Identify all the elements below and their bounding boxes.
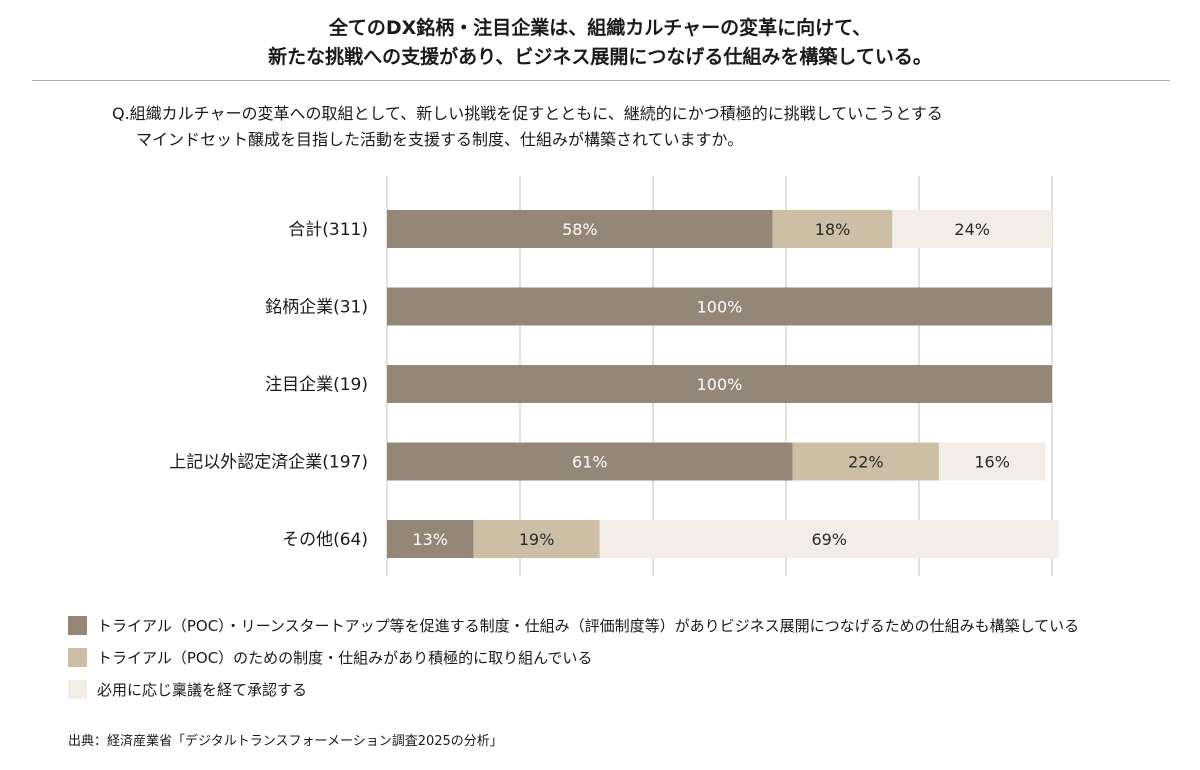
legend-swatch-1 [68, 615, 87, 635]
legend-label-2: トライアル（POC）のための制度・仕組みがあり積極的に取り組んでいる [97, 648, 593, 667]
legend-swatch-2 [68, 647, 87, 667]
category-label: 注目企業(19) [265, 375, 368, 395]
data-label: 19% [519, 530, 555, 549]
bar-segment [387, 365, 1052, 403]
data-label: 100% [697, 298, 743, 317]
bar-segment [772, 210, 893, 248]
legend-label-3: 必用に応じ稟議を経て承認する [97, 680, 308, 699]
legend-item-3: 必用に応じ稟議を経て承認する [68, 673, 1079, 705]
title-line-1: 全てのDX銘柄・注目企業は、組織カルチャーの変革に向けて、 [328, 17, 872, 39]
data-label: 100% [697, 375, 743, 394]
data-label: 22% [848, 453, 884, 472]
bar-segment [892, 210, 1052, 248]
survey-question: Q.組織カルチャーの変革への取組として、新しい挑戦を促すとともに、継続的にかつ積… [112, 101, 943, 153]
bar-segment [387, 520, 474, 558]
data-label: 69% [811, 530, 847, 549]
legend-label-1: トライアル（POC）・リーンスタートアップ等を促進する制度・仕組み（評価制度等）… [97, 616, 1080, 635]
stacked-bar-chart: 合計(311) 58% 18% 24% 銘柄企業(31) 100% 注目企業(19) 100%… [169, 176, 1059, 576]
category-label: 銘柄企業(31) [265, 298, 368, 318]
question-line-1: Q.組織カルチャーの変革への取組として、新しい挑戦を促すとともに、継続的にかつ積… [112, 104, 943, 123]
bar-segment [938, 442, 1046, 481]
legend-item-1: トライアル（POC）・リーンスタートアップ等を促進する制度・仕組み（評価制度等）… [68, 609, 1079, 641]
data-label: 13% [412, 530, 448, 549]
data-label: 24% [954, 220, 990, 239]
bar-segment [473, 520, 600, 558]
bar-segment [387, 442, 793, 481]
chart-title: 全てのDX銘柄・注目企業は、組織カルチャーの変革に向けて、 新たな挑戦への支援が… [0, 14, 1200, 72]
title-divider [32, 80, 1170, 81]
data-label: 18% [815, 220, 851, 239]
legend-item-2: トライアル（POC）のための制度・仕組みがあり積極的に取り組んでいる [68, 641, 1079, 673]
category-label: 上記以外認定済企業(197) [169, 453, 368, 473]
category-label: 合計(311) [288, 220, 368, 240]
legend-swatch-3 [68, 679, 87, 699]
bar-segment [792, 442, 939, 481]
bar-segment [599, 520, 1059, 558]
data-label: 58% [562, 220, 598, 239]
bar-segment [387, 287, 1052, 326]
bar-segment [387, 210, 773, 248]
question-line-2: マインドセット醸成を目指した活動を支援する制度、仕組みが構築されていますか。 [136, 130, 744, 149]
data-label: 16% [974, 453, 1010, 472]
legend: トライアル（POC）・リーンスタートアップ等を促進する制度・仕組み（評価制度等）… [68, 609, 1079, 705]
data-label: 61% [572, 453, 608, 472]
category-label: その他(64) [282, 530, 368, 550]
source-note: 出典：経済産業省「デジタルトランスフォーメーション調査2025の分析」 [68, 734, 503, 749]
title-line-2: 新たな挑戦への支援があり、ビジネス展開につなげる仕組みを構築している。 [268, 46, 932, 68]
